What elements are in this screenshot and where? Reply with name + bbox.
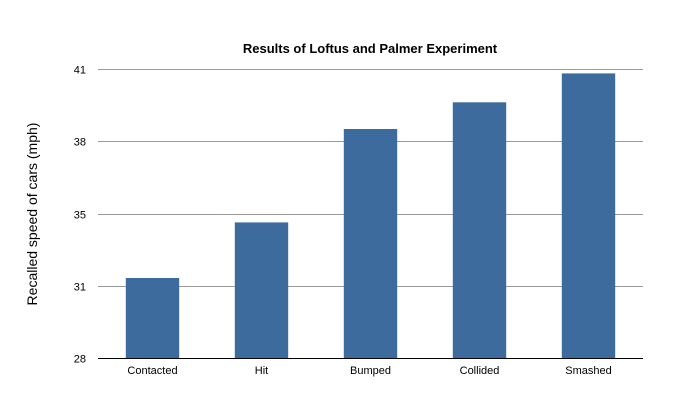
bar — [561, 73, 616, 359]
x-tick-label: Bumped — [350, 365, 391, 377]
y-tick-label: 35 — [74, 210, 86, 222]
y-tick-label: 38 — [74, 137, 86, 149]
x-tick-labels: Contacted Hit Bumped Collided Smashed — [127, 365, 611, 377]
bar — [452, 102, 507, 358]
bar — [234, 222, 289, 358]
x-tick-label: Contacted — [127, 365, 177, 377]
bars — [125, 73, 616, 359]
y-tick-label: 28 — [74, 354, 86, 366]
x-tick-label: Smashed — [565, 365, 611, 377]
y-tick-labels: 28 31 35 38 41 — [74, 65, 86, 366]
bar — [125, 278, 180, 358]
chart-title: Results of Loftus and Palmer Experiment — [243, 41, 498, 56]
y-tick-label: 41 — [74, 65, 86, 77]
x-tick-label: Hit — [255, 365, 268, 377]
y-tick-label: 31 — [74, 282, 86, 294]
x-tick-label: Collided — [460, 365, 500, 377]
bar — [343, 129, 398, 358]
y-axis-label: Recalled speed of cars (mph) — [24, 123, 40, 306]
